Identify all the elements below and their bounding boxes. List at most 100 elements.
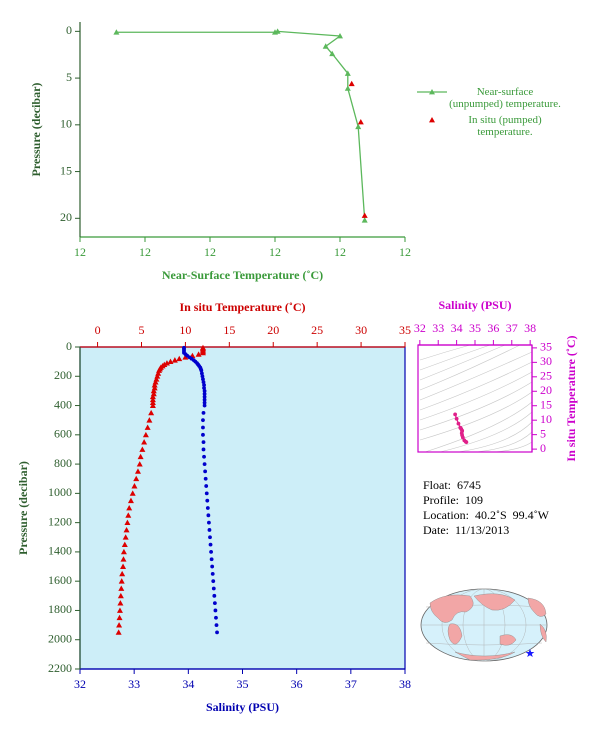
- data-point: [118, 585, 125, 591]
- x2-tick-label: 0: [95, 323, 101, 337]
- data-point: [176, 355, 183, 362]
- data-point: [357, 119, 364, 125]
- data-point: [329, 50, 336, 57]
- x2-tick-label: 25: [311, 323, 323, 337]
- y-tick-label: 20: [540, 383, 552, 397]
- data-point: [146, 417, 153, 423]
- data-point: [453, 412, 458, 417]
- y-tick-label: 1200: [48, 514, 72, 528]
- data-point: [202, 400, 207, 405]
- y-tick-label: 400: [54, 397, 72, 411]
- data-point: [344, 70, 351, 76]
- y-tick-label: 2200: [48, 661, 72, 675]
- data-point: [205, 498, 210, 503]
- x-tick-label: 32: [414, 321, 426, 335]
- y-tick-label: 5: [540, 426, 546, 440]
- data-point: [200, 374, 205, 379]
- y-tick-label: 0: [540, 441, 546, 455]
- data-point: [209, 557, 214, 562]
- x2-tick-label: 20: [267, 323, 279, 337]
- data-point: [171, 357, 178, 363]
- x-tick-label: 36: [291, 677, 303, 691]
- x-tick-label: 35: [237, 677, 249, 691]
- data-point: [199, 368, 204, 373]
- plot-background: [80, 22, 405, 237]
- data-point: [141, 439, 148, 445]
- x-tick-label: 32: [74, 677, 86, 691]
- data-point: [206, 513, 211, 518]
- data-point: [149, 393, 156, 400]
- data-point: [201, 418, 205, 423]
- data-point: [201, 447, 206, 452]
- data-point: [205, 506, 210, 510]
- x-tick-label: 38: [524, 321, 536, 335]
- data-point: [213, 608, 218, 613]
- data-point: [201, 377, 205, 382]
- data-point: [202, 462, 207, 466]
- data-point: [199, 349, 206, 356]
- y-tick-label: 20: [60, 210, 72, 224]
- data-point: [361, 217, 368, 223]
- x-axis-label: Near-Surface Temperature (˚C): [162, 268, 323, 282]
- legend-label: Near-surface (unpumped) temperature.: [449, 86, 561, 110]
- legend-item: In situ (pumped) temperature.: [415, 114, 575, 138]
- data-point: [207, 528, 212, 532]
- data-point: [142, 431, 149, 438]
- data-point: [199, 371, 204, 376]
- info-line: Date: 11/13/2013: [423, 523, 510, 537]
- x2-tick-label: 15: [223, 323, 235, 337]
- data-point: [127, 497, 134, 504]
- y-tick-label: 10: [60, 117, 72, 131]
- legend-marker: [429, 117, 435, 123]
- data-point: [122, 534, 129, 540]
- x-tick-label: 36: [487, 321, 499, 335]
- data-point: [131, 483, 138, 489]
- data-point: [149, 402, 156, 408]
- y-tick-label: 10: [540, 412, 552, 426]
- data-point: [456, 421, 461, 426]
- data-point: [150, 387, 157, 394]
- data-point: [117, 600, 124, 606]
- y-axis-label: In situ Temperature (˚C): [564, 335, 578, 461]
- data-point: [144, 424, 151, 430]
- data-point: [207, 520, 211, 525]
- data-point: [322, 43, 329, 49]
- data-point: [202, 403, 207, 408]
- y-tick-label: 1400: [48, 544, 72, 558]
- data-point: [201, 432, 205, 437]
- data-point: [202, 383, 206, 387]
- data-point: [202, 386, 206, 390]
- data-point: [120, 556, 127, 562]
- data-point: [113, 29, 120, 35]
- data-point: [211, 586, 216, 591]
- data-point: [117, 592, 124, 599]
- y-tick-label: 800: [54, 456, 72, 470]
- plot-background: [418, 345, 532, 452]
- data-point: [208, 535, 212, 540]
- x-tick-label: 33: [128, 677, 140, 691]
- x-axis-label: Salinity (PSU): [206, 700, 279, 714]
- data-point: [344, 85, 351, 91]
- data-point: [355, 123, 362, 130]
- x-tick-label: 12: [139, 245, 151, 259]
- x-tick-label: 34: [451, 321, 463, 335]
- x-tick-label: 35: [469, 321, 481, 335]
- y-tick-label: 600: [54, 427, 72, 441]
- data-point: [210, 564, 215, 569]
- data-point: [119, 570, 126, 577]
- x-tick-label: 37: [345, 677, 357, 691]
- x-tick-label: 12: [74, 245, 86, 259]
- data-point: [120, 548, 127, 555]
- data-point: [202, 397, 207, 402]
- data-point: [203, 469, 208, 474]
- decoration: [419, 344, 548, 662]
- data-point: [212, 593, 217, 598]
- density-contours: [419, 344, 533, 453]
- data-point: [212, 601, 217, 606]
- plot-background: [80, 347, 405, 669]
- y-tick-label: 1600: [48, 573, 72, 587]
- data-point: [202, 454, 206, 459]
- y-tick-label: 15: [540, 397, 552, 411]
- data-point: [348, 80, 355, 87]
